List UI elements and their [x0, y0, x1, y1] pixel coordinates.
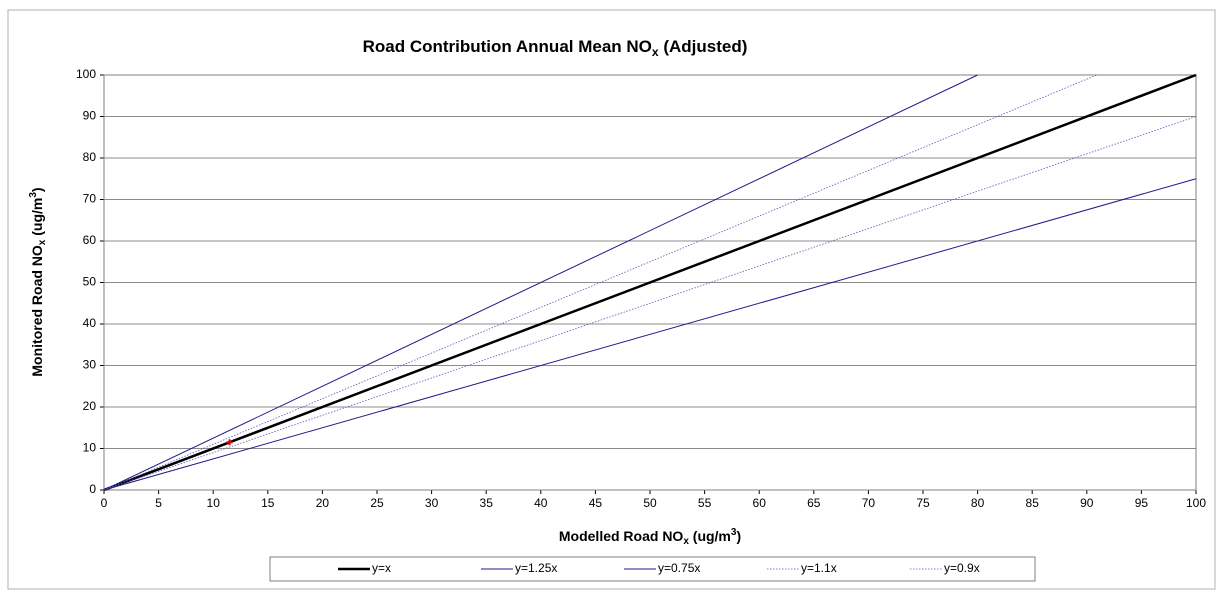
series-line [103, 178, 1197, 491]
x-tick-label: 45 [589, 496, 603, 510]
y-tick-label: 90 [83, 109, 97, 123]
x-tick-label: 95 [1135, 496, 1149, 510]
label-part: Modelled Road NO [559, 528, 684, 544]
x-tick-label: 80 [971, 496, 985, 510]
y-tick-label: 20 [83, 399, 97, 413]
legend-label: y=1.25x [515, 561, 557, 575]
x-tick-label: 50 [643, 496, 657, 510]
x-tick-label: 5 [155, 496, 162, 510]
legend-label: y=1.1x [801, 561, 837, 575]
x-tick-label: 15 [261, 496, 275, 510]
label-sup: 3 [731, 527, 737, 538]
legend-label: y=0.75x [658, 561, 700, 575]
series-line [103, 74, 1097, 491]
data-point [226, 439, 233, 446]
title-part: Road Contribution Annual Mean NO [363, 37, 652, 56]
x-tick-label: 10 [207, 496, 221, 510]
plot-border [103, 74, 1197, 491]
label-part: ) [29, 187, 45, 192]
x-tick-label: 30 [425, 496, 439, 510]
series-line [103, 73, 1197, 492]
y-tick-label: 50 [83, 275, 97, 289]
y-tick-label: 100 [76, 67, 96, 81]
x-tick-label: 100 [1186, 496, 1206, 510]
y-tick-label: 70 [83, 192, 97, 206]
x-tick-label: 35 [480, 496, 494, 510]
legend-label: y=0.9x [944, 561, 980, 575]
legend-box [269, 556, 1036, 582]
series-line [103, 74, 978, 491]
x-tick-label: 0 [101, 496, 108, 510]
label-sup: 3 [28, 192, 39, 198]
chart-frame [7, 9, 1216, 590]
x-tick-label: 85 [1026, 496, 1040, 510]
x-tick-label: 55 [698, 496, 712, 510]
x-tick-label: 65 [807, 496, 821, 510]
title-sub: x [652, 45, 659, 59]
label-part: Monitored Road NO [29, 245, 45, 377]
label-sub: x [37, 239, 48, 245]
series-line [103, 116, 1197, 491]
label-part: (ug/m [689, 528, 731, 544]
label-sub: x [683, 536, 689, 547]
label-part: (ug/m [29, 198, 45, 240]
x-axis-label: Modelled Road NOx (ug/m3) [559, 527, 741, 547]
y-tick-label: 0 [89, 482, 96, 496]
chart-title: Road Contribution Annual Mean NOx (Adjus… [363, 37, 748, 59]
x-tick-label: 60 [753, 496, 767, 510]
x-tick-label: 20 [316, 496, 330, 510]
y-tick-label: 80 [83, 150, 97, 164]
y-tick-label: 40 [83, 316, 97, 330]
x-tick-label: 25 [370, 496, 384, 510]
x-tick-label: 75 [916, 496, 930, 510]
x-tick-label: 70 [862, 496, 876, 510]
x-tick-label: 40 [534, 496, 548, 510]
y-tick-label: 60 [83, 233, 97, 247]
x-tick-label: 90 [1080, 496, 1094, 510]
y-tick-label: 10 [83, 441, 97, 455]
y-tick-label: 30 [83, 358, 97, 372]
title-part: (Adjusted) [659, 37, 748, 56]
y-axis-label: Monitored Road NOx (ug/m3) [28, 187, 48, 376]
legend-label: y=x [372, 561, 391, 575]
label-part: ) [736, 528, 741, 544]
